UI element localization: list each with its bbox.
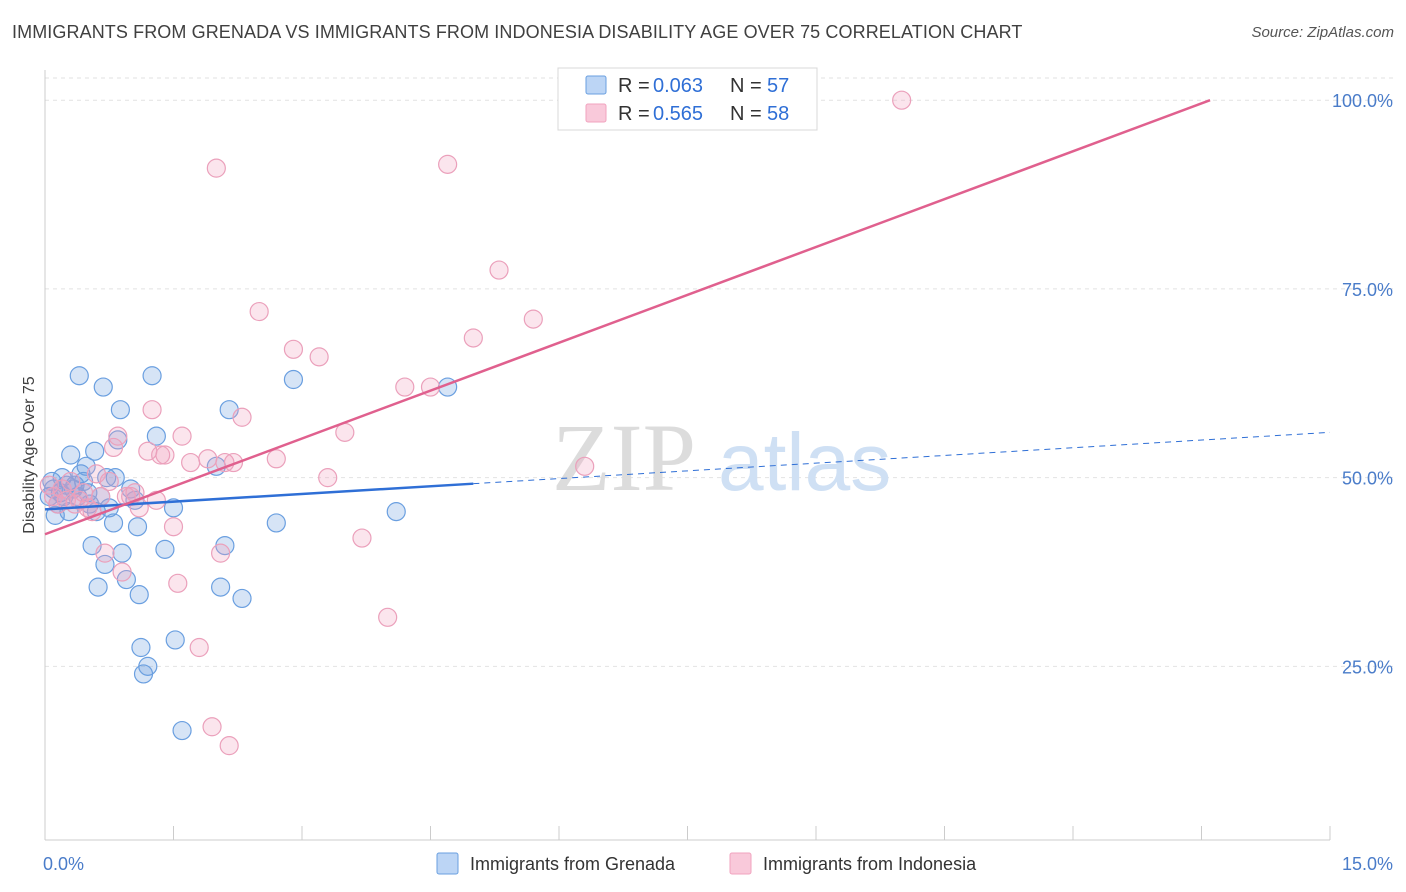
legend-n-grenada: 57 <box>767 75 789 97</box>
x-tick-label-min: 0.0% <box>43 854 84 874</box>
point-grenada <box>61 445 81 465</box>
point-grenada <box>127 517 148 537</box>
point-indonesia <box>211 543 231 563</box>
point-grenada <box>165 630 185 650</box>
point-grenada <box>211 577 231 597</box>
point-indonesia <box>151 445 171 465</box>
point-indonesia <box>172 426 192 446</box>
watermark: ZIP atlas <box>552 404 891 511</box>
point-indonesia <box>61 471 81 492</box>
point-indonesia <box>198 449 218 469</box>
point-indonesia <box>155 445 175 465</box>
point-grenada <box>232 588 252 609</box>
point-grenada <box>131 637 151 658</box>
point-indonesia <box>219 736 239 756</box>
point-grenada <box>266 513 286 533</box>
legend-r-label-grenada: R = <box>618 75 650 97</box>
legend-n-label-grenada: N = <box>730 75 762 97</box>
point-indonesia <box>378 607 398 627</box>
point-indonesia <box>266 449 286 469</box>
point-indonesia <box>39 475 59 495</box>
point-grenada <box>69 366 89 386</box>
point-indonesia <box>142 400 162 420</box>
point-indonesia <box>489 260 509 280</box>
point-grenada <box>146 426 166 446</box>
point-grenada <box>172 720 192 741</box>
bottom-legend: Immigrants from Grenada Immigrants from … <box>436 852 977 875</box>
point-grenada <box>88 577 108 597</box>
point-indonesia <box>146 490 166 510</box>
point-indonesia <box>283 339 304 359</box>
point-grenada <box>105 468 125 488</box>
point-indonesia <box>232 407 252 427</box>
y-tick-label: 100.0% <box>1332 91 1393 111</box>
point-indonesia <box>181 452 201 473</box>
point-indonesia <box>108 426 128 446</box>
point-indonesia <box>202 717 222 737</box>
legend-swatch-indonesia <box>585 103 607 123</box>
y-tick-label: 50.0% <box>1342 469 1393 489</box>
watermark-zip: ZIP <box>552 404 696 511</box>
watermark-atlas: atlas <box>718 417 891 508</box>
point-indonesia <box>318 468 338 488</box>
legend-n-indonesia: 58 <box>767 103 789 125</box>
grid-lines <box>45 77 1393 667</box>
x-tick-label-max: 15.0% <box>1342 854 1393 874</box>
bottom-legend-swatch-grenada <box>436 852 459 875</box>
point-indonesia <box>438 154 458 174</box>
point-indonesia <box>168 573 188 593</box>
point-indonesia <box>206 158 226 178</box>
bottom-legend-swatch-indonesia <box>729 852 752 875</box>
point-grenada <box>283 369 304 390</box>
source-label: Source: ZipAtlas.com <box>1251 24 1394 41</box>
bottom-legend-grenada: Immigrants from Grenada <box>470 854 676 874</box>
data-points <box>39 90 912 756</box>
legend-n-label-indonesia: N = <box>730 103 762 125</box>
point-grenada <box>138 656 158 676</box>
point-grenada <box>93 377 113 397</box>
trend-line-grenada-extension <box>473 431 1331 485</box>
point-grenada <box>76 456 96 476</box>
tick-labels: 25.0% 50.0% 75.0% 100.0% 0.0% 15.0% <box>43 91 1393 874</box>
trend-line-indonesia <box>44 99 1211 536</box>
legend-swatch-grenada <box>585 75 607 95</box>
point-grenada <box>155 539 175 559</box>
point-grenada <box>163 498 184 518</box>
point-indonesia <box>163 517 184 537</box>
point-indonesia <box>249 301 269 322</box>
point-indonesia <box>99 471 119 492</box>
legend: R = 0.063 N = 57 R = 0.565 N = 58 <box>557 67 818 131</box>
point-grenada <box>85 441 105 461</box>
point-grenada <box>103 513 124 533</box>
point-indonesia <box>112 562 132 582</box>
point-indonesia <box>523 309 543 329</box>
legend-r-label-indonesia: R = <box>618 103 650 125</box>
point-indonesia <box>352 528 372 548</box>
legend-r-grenada: 0.063 <box>653 75 703 97</box>
point-indonesia <box>892 90 912 110</box>
point-indonesia <box>95 543 115 563</box>
point-grenada <box>142 366 162 386</box>
point-indonesia <box>103 437 124 458</box>
legend-r-indonesia: 0.565 <box>653 103 703 125</box>
point-grenada <box>129 585 149 605</box>
trend-line-grenada <box>44 482 474 511</box>
point-indonesia <box>463 328 483 348</box>
bottom-legend-indonesia: Immigrants from Indonesia <box>763 854 977 874</box>
point-indonesia <box>395 377 415 397</box>
point-grenada <box>386 502 406 522</box>
y-tick-label: 75.0% <box>1342 280 1393 300</box>
y-axis-title: Disability Age Over 75 <box>21 376 38 534</box>
point-grenada <box>110 400 130 420</box>
point-indonesia <box>575 456 595 476</box>
point-grenada <box>95 554 115 575</box>
y-tick-label: 25.0% <box>1342 657 1393 677</box>
point-indonesia <box>189 637 209 658</box>
axes <box>44 70 1331 841</box>
chart-title: IMMIGRANTS FROM GRENADA VS IMMIGRANTS FR… <box>12 22 1023 42</box>
trend-lines <box>44 99 1331 536</box>
point-indonesia <box>309 347 329 367</box>
point-grenada <box>112 543 132 563</box>
